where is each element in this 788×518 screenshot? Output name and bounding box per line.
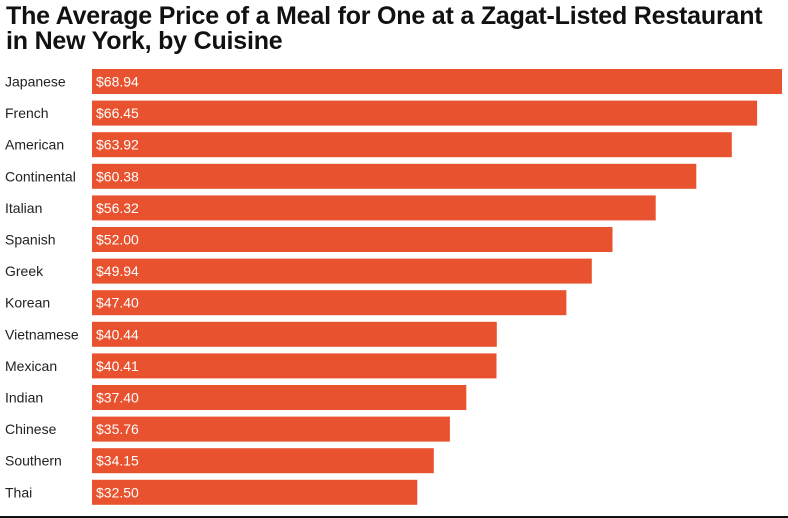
value-label: $49.94 [96,263,139,279]
bar-row-spanish: Spanish $52.00 [5,227,613,252]
bar-row-mexican: Mexican $40.41 [5,353,497,379]
value-label: $35.76 [96,421,139,437]
bar [92,195,656,221]
bar-row-french: French $66.45 [5,100,758,126]
bar [92,258,592,284]
bar-row-southern: Southern $34.15 [5,448,434,474]
bar-row-indian: Indian $37.40 [5,385,467,410]
value-label: $56.32 [96,200,139,216]
value-label: $52.00 [96,232,139,248]
value-label: $37.40 [96,390,139,406]
bar [92,69,782,94]
value-label: $40.41 [96,358,139,374]
bar [92,227,613,252]
category-label: Thai [5,484,32,500]
bar [92,100,758,126]
bar-row-continental: Continental $60.38 [5,163,697,189]
category-label: Spanish [5,232,56,248]
bar [92,385,467,410]
value-label: $34.15 [96,453,139,469]
bar-row-italian: Italian $56.32 [5,195,656,221]
bar-row-american: American $63.92 [5,132,732,158]
bar [92,479,418,505]
category-label: Continental [5,168,76,184]
bar-row-korean: Korean $47.40 [5,290,567,316]
bar [92,353,497,379]
category-label: Southern [5,453,62,469]
bar [92,416,450,442]
value-label: $40.44 [96,326,139,342]
value-label: $32.50 [96,484,139,500]
value-label: $66.45 [96,105,139,121]
category-label: Indian [5,390,43,406]
category-label: Chinese [5,421,57,437]
category-label: Vietnamese [5,326,79,342]
bar [92,321,497,347]
category-label: Italian [5,200,42,216]
category-label: Japanese [5,74,66,90]
bar-row-thai: Thai $32.50 [5,479,418,505]
category-label: French [5,105,49,121]
bar [92,290,567,316]
bottom-rule [0,516,788,518]
category-label: American [5,137,64,153]
value-label: $63.92 [96,137,139,153]
category-label: Korean [5,295,50,311]
bar [92,448,434,474]
bar-row-vietnamese: Vietnamese $40.44 [5,321,497,347]
value-label: $60.38 [96,168,139,184]
value-label: $47.40 [96,295,139,311]
category-label: Mexican [5,358,57,374]
bar [92,132,732,158]
bar-row-japanese: Japanese $68.94 [5,69,782,94]
category-label: Greek [5,263,44,279]
bar-row-greek: Greek $49.94 [5,258,592,284]
bar [92,163,697,189]
chart-title: The Average Price of a Meal for One at a… [6,2,763,55]
value-label: $68.94 [96,74,139,90]
bar-row-chinese: Chinese $35.76 [5,416,450,442]
